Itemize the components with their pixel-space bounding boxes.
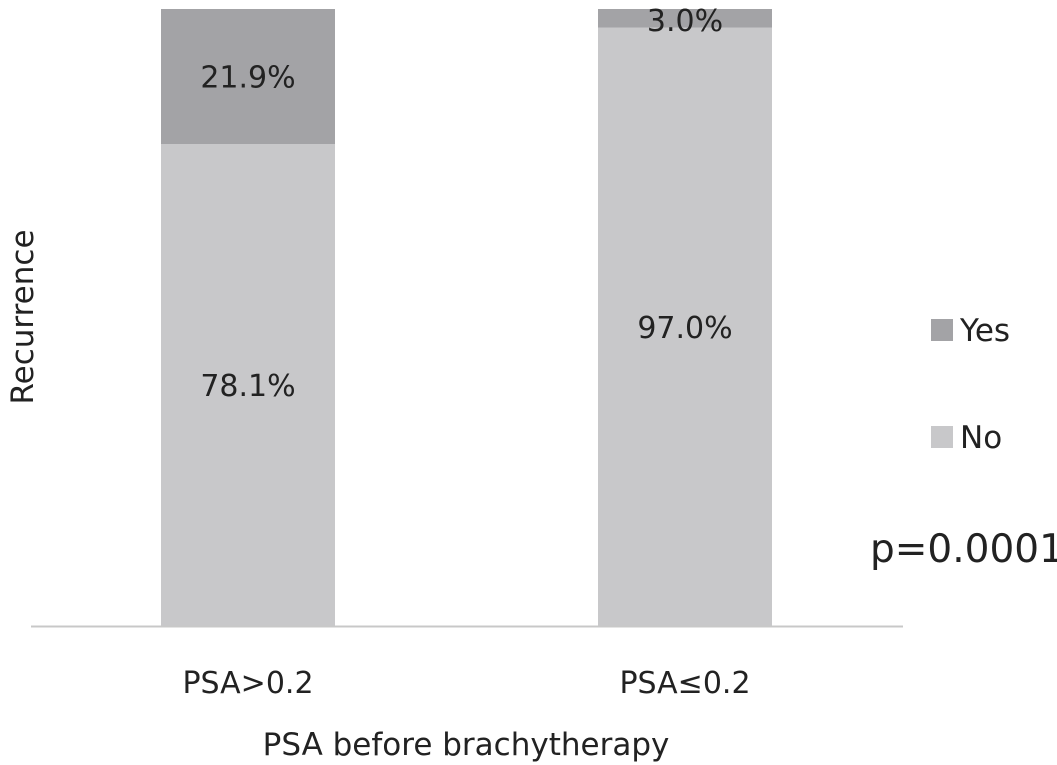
legend-label-no: No [960,420,1002,456]
legend-swatch-yes [931,319,953,341]
bars-layer [161,9,772,627]
bar-segment-no-2 [598,27,772,626]
bar-segment-yes-2 [598,9,772,28]
x-tick-label-2: PSA≤0.2 [619,666,750,701]
x-tick-label-1: PSA>0.2 [182,666,313,701]
bar-segment-no-1 [161,144,335,627]
segment-label-no-1: 78.1% [200,369,295,404]
y-axis-title: Recurrence [5,229,41,404]
legend: Yes No [931,313,1010,456]
x-tick-labels: PSA>0.2 PSA≤0.2 [182,666,750,701]
segment-label-yes-1: 21.9% [200,61,295,96]
legend-swatch-no [931,426,953,448]
x-axis-title: PSA before brachytherapy [263,727,670,763]
bar-segment-yes-1 [161,9,335,145]
p-value-annotation: p=0.0001 [870,527,1057,572]
segment-labels-layer: 78.1% 21.9% 97.0% 3.0% [200,4,732,404]
segment-label-no-2: 97.0% [637,311,732,346]
segment-label-yes-2: 3.0% [647,4,723,39]
legend-label-yes: Yes [959,313,1010,349]
